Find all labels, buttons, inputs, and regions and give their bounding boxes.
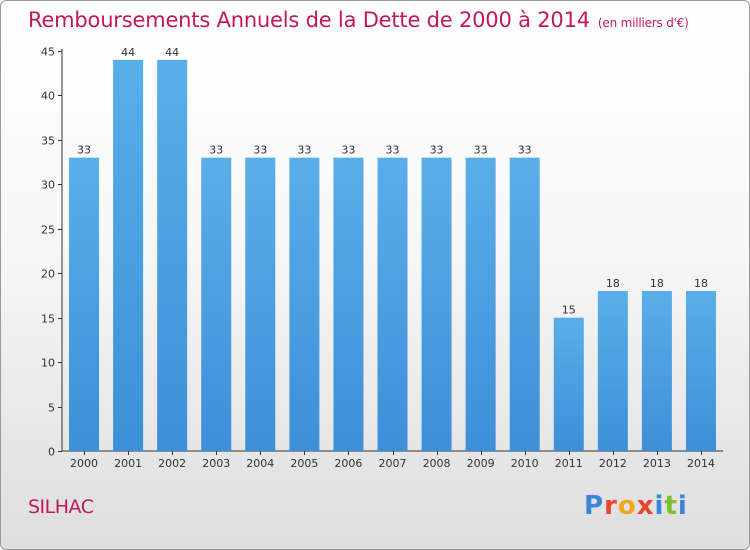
- bar: [641, 291, 672, 451]
- y-tick-label: 0: [48, 446, 55, 459]
- x-tick-label: 2006: [334, 457, 362, 470]
- logo-letter: o: [617, 491, 637, 521]
- bar: [113, 59, 144, 452]
- chart-title: Remboursements Annuels de la Dette de 20…: [28, 8, 689, 32]
- bar: [201, 157, 232, 451]
- y-tick-label: 5: [48, 402, 55, 415]
- bar: [289, 157, 320, 451]
- bar: [333, 157, 364, 451]
- x-tick-label: 2000: [70, 457, 98, 470]
- y-tick-label: 30: [41, 179, 55, 192]
- y-tick-label: 45: [41, 46, 55, 59]
- chart-subtitle: (en milliers d'€): [597, 16, 689, 30]
- proxiti-logo: Proxiti: [584, 491, 688, 521]
- data-label: 33: [77, 144, 91, 157]
- data-label: 33: [341, 144, 355, 157]
- x-tick-label: 2011: [555, 457, 583, 470]
- bar: [597, 291, 628, 451]
- x-tick-label: 2004: [246, 457, 274, 470]
- data-label: 33: [474, 144, 488, 157]
- data-label: 18: [650, 277, 664, 290]
- bar: [685, 291, 716, 451]
- x-tick-label: 2001: [114, 457, 142, 470]
- x-tick-label: 2002: [158, 457, 186, 470]
- x-tick-label: 2003: [202, 457, 230, 470]
- bar: [157, 59, 188, 452]
- logo-letter: P: [584, 491, 605, 521]
- data-label: 44: [165, 46, 179, 59]
- data-label: 33: [253, 144, 267, 157]
- chart-title-text: Remboursements Annuels de la Dette de 20…: [28, 8, 590, 32]
- data-label: 33: [386, 144, 400, 157]
- data-label: 33: [430, 144, 444, 157]
- bar: [377, 157, 408, 451]
- data-label: 33: [518, 144, 532, 157]
- data-label: 44: [121, 46, 135, 59]
- x-tick-label: 2012: [599, 457, 627, 470]
- data-label: 18: [694, 277, 708, 290]
- x-tick-label: 2013: [643, 457, 671, 470]
- y-tick-label: 25: [41, 224, 55, 237]
- data-label: 33: [209, 144, 223, 157]
- data-label: 33: [297, 144, 311, 157]
- logo-letter: x: [636, 491, 655, 521]
- data-label: 15: [562, 304, 576, 317]
- city-name: SILHAC: [28, 496, 94, 518]
- x-tick-label: 2007: [379, 457, 407, 470]
- y-tick-label: 40: [41, 90, 55, 103]
- bar: [553, 317, 584, 451]
- logo-letter: r: [604, 491, 618, 521]
- bar: [245, 157, 276, 451]
- logo-letter: i: [677, 491, 688, 521]
- x-tick-label: 2010: [511, 457, 539, 470]
- x-tick-label: 2008: [423, 457, 451, 470]
- bar: [69, 157, 100, 451]
- logo-letter: t: [664, 491, 678, 521]
- x-tick-label: 2009: [467, 457, 495, 470]
- x-tick-label: 2014: [687, 457, 715, 470]
- bar: [509, 157, 540, 451]
- data-label: 18: [606, 277, 620, 290]
- bar: [465, 157, 496, 451]
- y-tick-label: 15: [41, 313, 55, 326]
- x-tick-label: 2005: [290, 457, 318, 470]
- logo-letter: i: [654, 491, 665, 521]
- y-tick-label: 20: [41, 268, 55, 281]
- y-tick-label: 10: [41, 357, 55, 370]
- y-tick-label: 35: [41, 135, 55, 148]
- bar: [421, 157, 452, 451]
